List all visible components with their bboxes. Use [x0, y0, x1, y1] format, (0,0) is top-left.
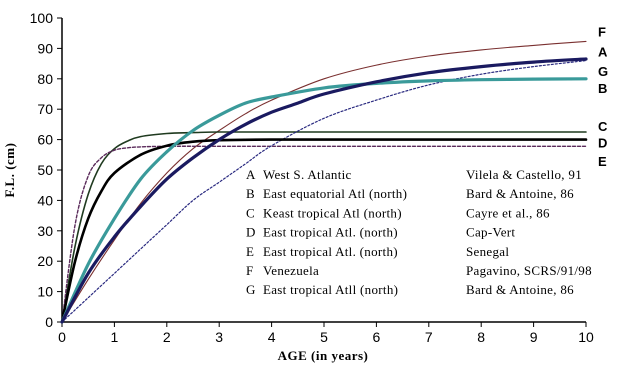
legend-letter: D	[246, 225, 256, 240]
legend-source: Pagavino, SCRS/91/98	[466, 263, 592, 278]
legend-letter: E	[246, 244, 254, 259]
legend-letter: B	[246, 186, 255, 201]
series-layer	[60, 40, 588, 324]
y-tick-label: 40	[37, 192, 53, 208]
legend-region: East equatorial Atl (north)	[263, 186, 407, 201]
series-line-g	[61, 60, 587, 323]
series-end-label-f: F	[598, 25, 606, 40]
legend-region: West S. Atlantic	[263, 167, 352, 182]
series-line-e	[61, 145, 587, 323]
legend-source: Bard & Antoine, 86	[466, 186, 574, 201]
y-tick-label: 30	[37, 223, 53, 239]
x-tick-label: 9	[530, 329, 538, 345]
x-tick-label: 4	[268, 329, 276, 345]
series-line-c	[61, 131, 587, 323]
legend-region: East tropical Atll (north)	[263, 282, 398, 297]
legend-letter: F	[246, 263, 254, 278]
x-tick-label: 3	[215, 329, 223, 345]
x-tick-label: 10	[578, 329, 594, 345]
x-tick-label: 8	[477, 329, 485, 345]
y-tick-label: 50	[37, 162, 53, 178]
series-end-label-d: D	[598, 136, 607, 151]
y-tick-label: 60	[37, 132, 53, 148]
series-end-label-a: A	[598, 44, 608, 59]
legend-region: Venezuela	[263, 263, 319, 278]
series-line-b	[60, 77, 588, 324]
series-end-label-e: E	[598, 154, 607, 169]
legend-source: Cap-Vert	[466, 225, 515, 240]
legend-source: Cayre et al., 86	[466, 205, 550, 220]
legend: A West S. Atlantic Vilela & Castello, 91B E…	[246, 167, 592, 297]
x-tick-label: 1	[111, 329, 119, 345]
legend-region: East tropical Atl. (north)	[263, 244, 398, 259]
legend-source: Bard & Antoine, 86	[466, 282, 574, 297]
series-end-label-c: C	[598, 119, 608, 134]
y-tick-label: 20	[37, 253, 53, 269]
y-tick-label: 0	[45, 314, 53, 330]
legend-region: East tropical Atl. (north)	[263, 225, 398, 240]
y-tick-label: 10	[37, 284, 53, 300]
y-axis-title: F.L. (cm)	[2, 143, 17, 198]
x-tick-label: 5	[320, 329, 328, 345]
series-end-label-b: B	[598, 81, 607, 96]
x-tick-label: 2	[163, 329, 171, 345]
y-tick-label: 100	[30, 10, 54, 26]
y-tick-label: 80	[37, 71, 53, 87]
x-axis-title: AGE (in years)	[278, 348, 369, 363]
legend-source: Vilela & Castello, 91	[466, 167, 582, 182]
series-end-label-g: G	[598, 64, 608, 79]
x-tick-label: 7	[425, 329, 433, 345]
x-tick-label: 0	[58, 329, 66, 345]
legend-letter: G	[246, 282, 256, 297]
y-tick-label: 70	[37, 101, 53, 117]
y-tick-label: 90	[37, 40, 53, 56]
legend-letter: C	[246, 205, 255, 220]
x-tick-label: 6	[373, 329, 381, 345]
series-line-a	[60, 57, 588, 324]
legend-region: Keast tropical Atl (north)	[263, 205, 402, 220]
legend-letter: A	[246, 167, 256, 182]
legend-source: Senegal	[466, 244, 509, 259]
